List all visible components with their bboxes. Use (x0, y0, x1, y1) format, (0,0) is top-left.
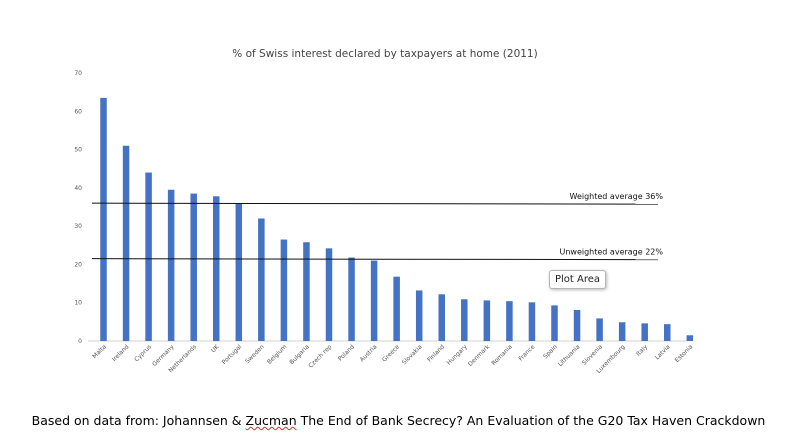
bar-lithuania (573, 309, 581, 341)
chart-title: % of Swiss interest declared by taxpayer… (232, 48, 537, 60)
y-tick-label: 60 (74, 108, 82, 115)
y-tick-label: 40 (74, 185, 82, 192)
bar-latvia (664, 324, 671, 341)
x-tick-label: Lithuania (557, 343, 582, 368)
x-tick-label: Ireland (111, 343, 131, 363)
caption-spellcheck-word: Zucman (245, 413, 297, 428)
bar-germany (167, 189, 175, 341)
x-tick-label: Czech rep (307, 343, 333, 369)
x-tick-label: Italy (635, 343, 649, 357)
y-tick-label: 50 (74, 147, 82, 154)
y-tick-label: 30 (74, 223, 82, 230)
x-tick-label: Spain (542, 343, 559, 360)
x-tick-label: Portugal (221, 343, 244, 366)
x-tick-label: Denmark (467, 343, 492, 368)
bar-spain (551, 305, 558, 341)
bar-poland (348, 257, 355, 341)
y-tick-label: 0 (78, 338, 82, 345)
x-tick-label: Finland (426, 343, 446, 363)
bar-italy (641, 323, 648, 341)
bar-slovenia (596, 318, 603, 341)
bar-greece (393, 276, 400, 341)
bar-series (100, 97, 694, 341)
x-tick-label: Sweden (244, 343, 266, 365)
reference-line-1 (91, 258, 659, 261)
bar-romania (506, 301, 513, 341)
bar-denmark (483, 300, 491, 341)
bar-bulgaria (303, 242, 310, 341)
bar-hungary (461, 299, 468, 341)
bar-sweden (258, 218, 265, 341)
plot-area-tooltip: Plot Area (549, 270, 607, 289)
x-tick-label: France (517, 343, 536, 362)
bar-finland (438, 294, 445, 341)
bar-cyprus (145, 172, 152, 341)
x-tick-label: Belgium (266, 343, 288, 365)
source-caption: Based on data from: Johannsen & Zucman T… (0, 413, 797, 428)
caption-text-end: The End of Bank Secrecy? An Evaluation o… (296, 413, 766, 428)
bar-france (528, 302, 536, 341)
x-tick-label: Greece (381, 343, 401, 363)
x-tick-label: Estonia (674, 343, 695, 364)
reference-line-0 (91, 202, 659, 205)
y-tick-label: 10 (74, 300, 82, 307)
bar-estonia (686, 335, 694, 341)
bar-belgium (280, 239, 288, 341)
bar-slovakia (415, 290, 423, 341)
bar-uk (213, 196, 220, 341)
x-tick-label: Bulgaria (288, 343, 311, 366)
x-tick-label: UK (210, 343, 222, 355)
bar-ireland (122, 145, 130, 341)
reference-line-label: Weighted average 36% (570, 192, 664, 201)
bar-netherlands (190, 193, 197, 341)
reference-line-label: Unweighted average 22% (559, 248, 663, 257)
bar-czech-rep (325, 248, 333, 341)
y-axis-ticks: 0 10 20 30 40 50 60 70 (74, 70, 82, 345)
x-tick-label: Romania (490, 343, 514, 367)
bar-malta (100, 97, 107, 341)
x-tick-label: Cyprus (133, 343, 153, 363)
x-tick-label: Malta (91, 343, 108, 360)
bar-portugal (235, 203, 243, 341)
x-tick-label: Slovakia (401, 343, 424, 366)
y-tick-label: 70 (74, 70, 82, 77)
y-tick-label: 20 (74, 261, 82, 268)
bar-austria (370, 260, 378, 341)
x-tick-label: Austria (359, 343, 379, 363)
caption-text-start: Based on data from: Johannsen & (31, 413, 246, 428)
x-tick-label: Latvia (654, 343, 672, 361)
x-tick-label: Poland (337, 343, 356, 362)
reference-lines: Weighted average 36% Unweighted average 2… (91, 192, 664, 261)
bar-luxembourg (618, 322, 626, 341)
